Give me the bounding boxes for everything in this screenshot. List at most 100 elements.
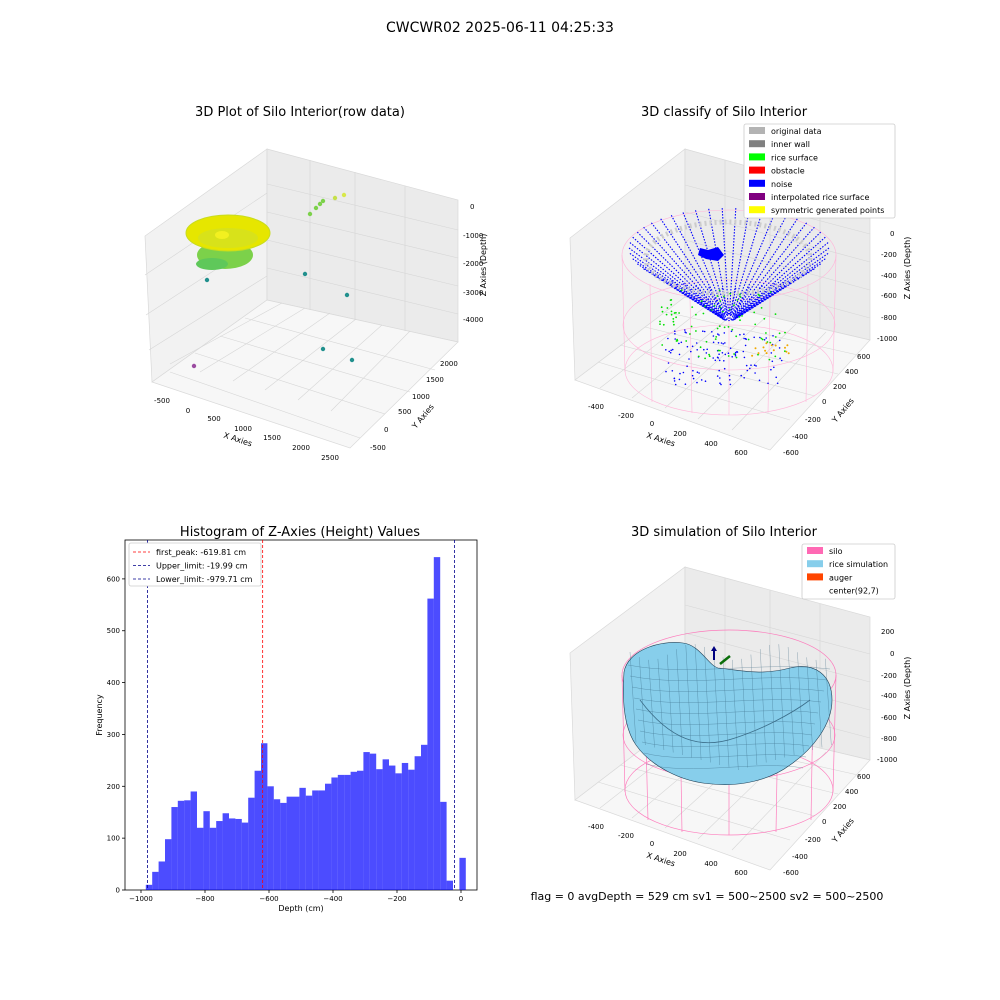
simulation-x-tick: -400 bbox=[588, 823, 604, 831]
classify-rice-point bbox=[715, 336, 718, 338]
histogram-bar bbox=[184, 800, 191, 890]
classify-noise-dot bbox=[688, 358, 690, 360]
simulation-legend-label: silo bbox=[829, 547, 843, 556]
simulation-x-tick: 0 bbox=[650, 840, 654, 848]
classify-noise-dot bbox=[723, 332, 726, 334]
raw-floor-pane bbox=[151, 299, 459, 449]
simulation-y-tick: -400 bbox=[792, 853, 808, 861]
classify-rice-point bbox=[678, 312, 680, 314]
classify-noise-line bbox=[732, 215, 788, 316]
classify-noise-line bbox=[708, 286, 729, 322]
classify-original-data-ring bbox=[643, 219, 813, 297]
raw-x-tick: 2000 bbox=[292, 444, 310, 452]
classify-rice-point bbox=[758, 295, 761, 297]
histogram-y-tick-label: 600 bbox=[107, 575, 120, 583]
classify-noise-dot bbox=[684, 331, 686, 333]
classify-rice-point bbox=[763, 317, 766, 320]
raw-x-ticks: -500 0 500 1000 1500 2000 2500 bbox=[154, 397, 339, 462]
histogram-bar bbox=[216, 821, 223, 890]
histogram-legend-label: Lower_limit: -979.71 cm bbox=[156, 575, 253, 584]
histogram-bar bbox=[369, 753, 377, 890]
histogram-bar bbox=[337, 774, 345, 890]
classify-rice-point bbox=[753, 311, 756, 314]
classify-rice-point bbox=[689, 333, 691, 335]
raw-data-point bbox=[341, 192, 347, 198]
histogram-bar bbox=[350, 771, 357, 890]
classify-noise-dot bbox=[680, 341, 683, 344]
classify-legend-label: symmetric generated points bbox=[771, 206, 884, 215]
simulation-mesh-line bbox=[815, 659, 823, 748]
classify-noise-dot bbox=[734, 355, 737, 357]
raw-x-tick: 500 bbox=[207, 415, 220, 423]
classify-floor-pane bbox=[574, 296, 871, 451]
simulation-y-tick: 600 bbox=[857, 773, 870, 781]
histogram-bar bbox=[363, 752, 370, 890]
simulation-plot-title: 3D simulation of Silo Interior bbox=[631, 525, 818, 540]
classify-rice-point bbox=[697, 355, 700, 358]
classify-noise-line bbox=[708, 208, 729, 316]
classify-rice-point bbox=[769, 291, 772, 293]
classify-rice-point bbox=[733, 304, 735, 306]
raw-rice-surface-peak bbox=[215, 231, 229, 239]
raw-z-axis-label: Z Axies (Depth) bbox=[479, 234, 488, 297]
classify-noise-dot bbox=[700, 379, 703, 381]
histogram-bar bbox=[165, 839, 172, 890]
classify-rice-point bbox=[731, 328, 734, 331]
classify-noise-dot bbox=[717, 342, 720, 344]
classify-z-tick: 0 bbox=[890, 230, 894, 238]
histogram-bar bbox=[408, 769, 415, 890]
histogram-legend-box bbox=[128, 542, 262, 587]
histogram-bar bbox=[261, 743, 268, 890]
simulation-mesh-line bbox=[676, 649, 683, 756]
classify-noise-dot bbox=[706, 348, 708, 351]
histogram-x-axis-label: Depth (cm) bbox=[278, 904, 323, 913]
classify-3d-plot: 3D classify of Silo Interior bbox=[569, 105, 912, 457]
simulation-3d-plot: 3D simulation of Silo Interior bbox=[569, 525, 912, 877]
classify-rice-point bbox=[670, 313, 673, 316]
raw-rice-surface-bottom bbox=[196, 258, 228, 270]
classify-symmetric-point bbox=[787, 352, 790, 355]
simulation-x-tick: 200 bbox=[673, 850, 686, 858]
classify-rice-point bbox=[727, 326, 730, 328]
classify-noise-dot bbox=[720, 383, 722, 386]
classify-noise-dot bbox=[773, 366, 775, 369]
classify-rice-point bbox=[676, 338, 678, 341]
classify-rice-point bbox=[760, 337, 763, 340]
classify-rice-point bbox=[719, 300, 722, 302]
classify-rice-point bbox=[719, 349, 721, 352]
classify-noise-dot bbox=[714, 359, 717, 362]
simulation-mesh-line bbox=[806, 657, 813, 751]
histogram-bars bbox=[145, 557, 466, 890]
simulation-z-ticks: 200 0 -200 -400 -600 -800 -1000 bbox=[877, 628, 897, 764]
classify-noise-dot bbox=[673, 380, 676, 382]
classify-symmetric-point bbox=[765, 352, 768, 355]
classify-noise-dot bbox=[743, 333, 745, 336]
classify-noise-line bbox=[721, 287, 730, 322]
classify-noise-line bbox=[732, 280, 788, 321]
classify-noise-dot bbox=[682, 371, 685, 374]
classify-legend-swatch bbox=[749, 153, 765, 161]
classify-legend-swatch bbox=[749, 166, 765, 174]
raw-y-tick: 1500 bbox=[426, 376, 444, 384]
classify-noise-dot bbox=[684, 383, 687, 386]
classify-rice-point bbox=[727, 355, 730, 357]
simulation-mesh-line bbox=[713, 652, 720, 766]
classify-symmetric-point bbox=[751, 354, 754, 357]
histogram-bar bbox=[305, 795, 313, 890]
classify-rice-point bbox=[766, 341, 769, 343]
simulation-mesh-line bbox=[648, 659, 655, 748]
simulation-x-tick: -200 bbox=[618, 832, 634, 840]
classify-noise-dot bbox=[678, 378, 681, 381]
classify-legend-box bbox=[743, 123, 896, 219]
classify-rice-point bbox=[666, 307, 669, 309]
classify-rice-point bbox=[710, 309, 713, 311]
simulation-z-tick: 200 bbox=[881, 628, 894, 636]
simulation-x-tick: 400 bbox=[704, 860, 717, 868]
histogram-bar bbox=[241, 822, 249, 890]
classify-legend-swatch bbox=[749, 179, 765, 187]
histogram-y-axis-label: Frequency bbox=[95, 694, 104, 736]
simulation-mesh-curve bbox=[643, 752, 807, 758]
simulation-y-tick: 200 bbox=[833, 803, 846, 811]
histogram-x-tick-label: −800 bbox=[195, 895, 214, 903]
simulation-mesh-line bbox=[685, 645, 692, 758]
